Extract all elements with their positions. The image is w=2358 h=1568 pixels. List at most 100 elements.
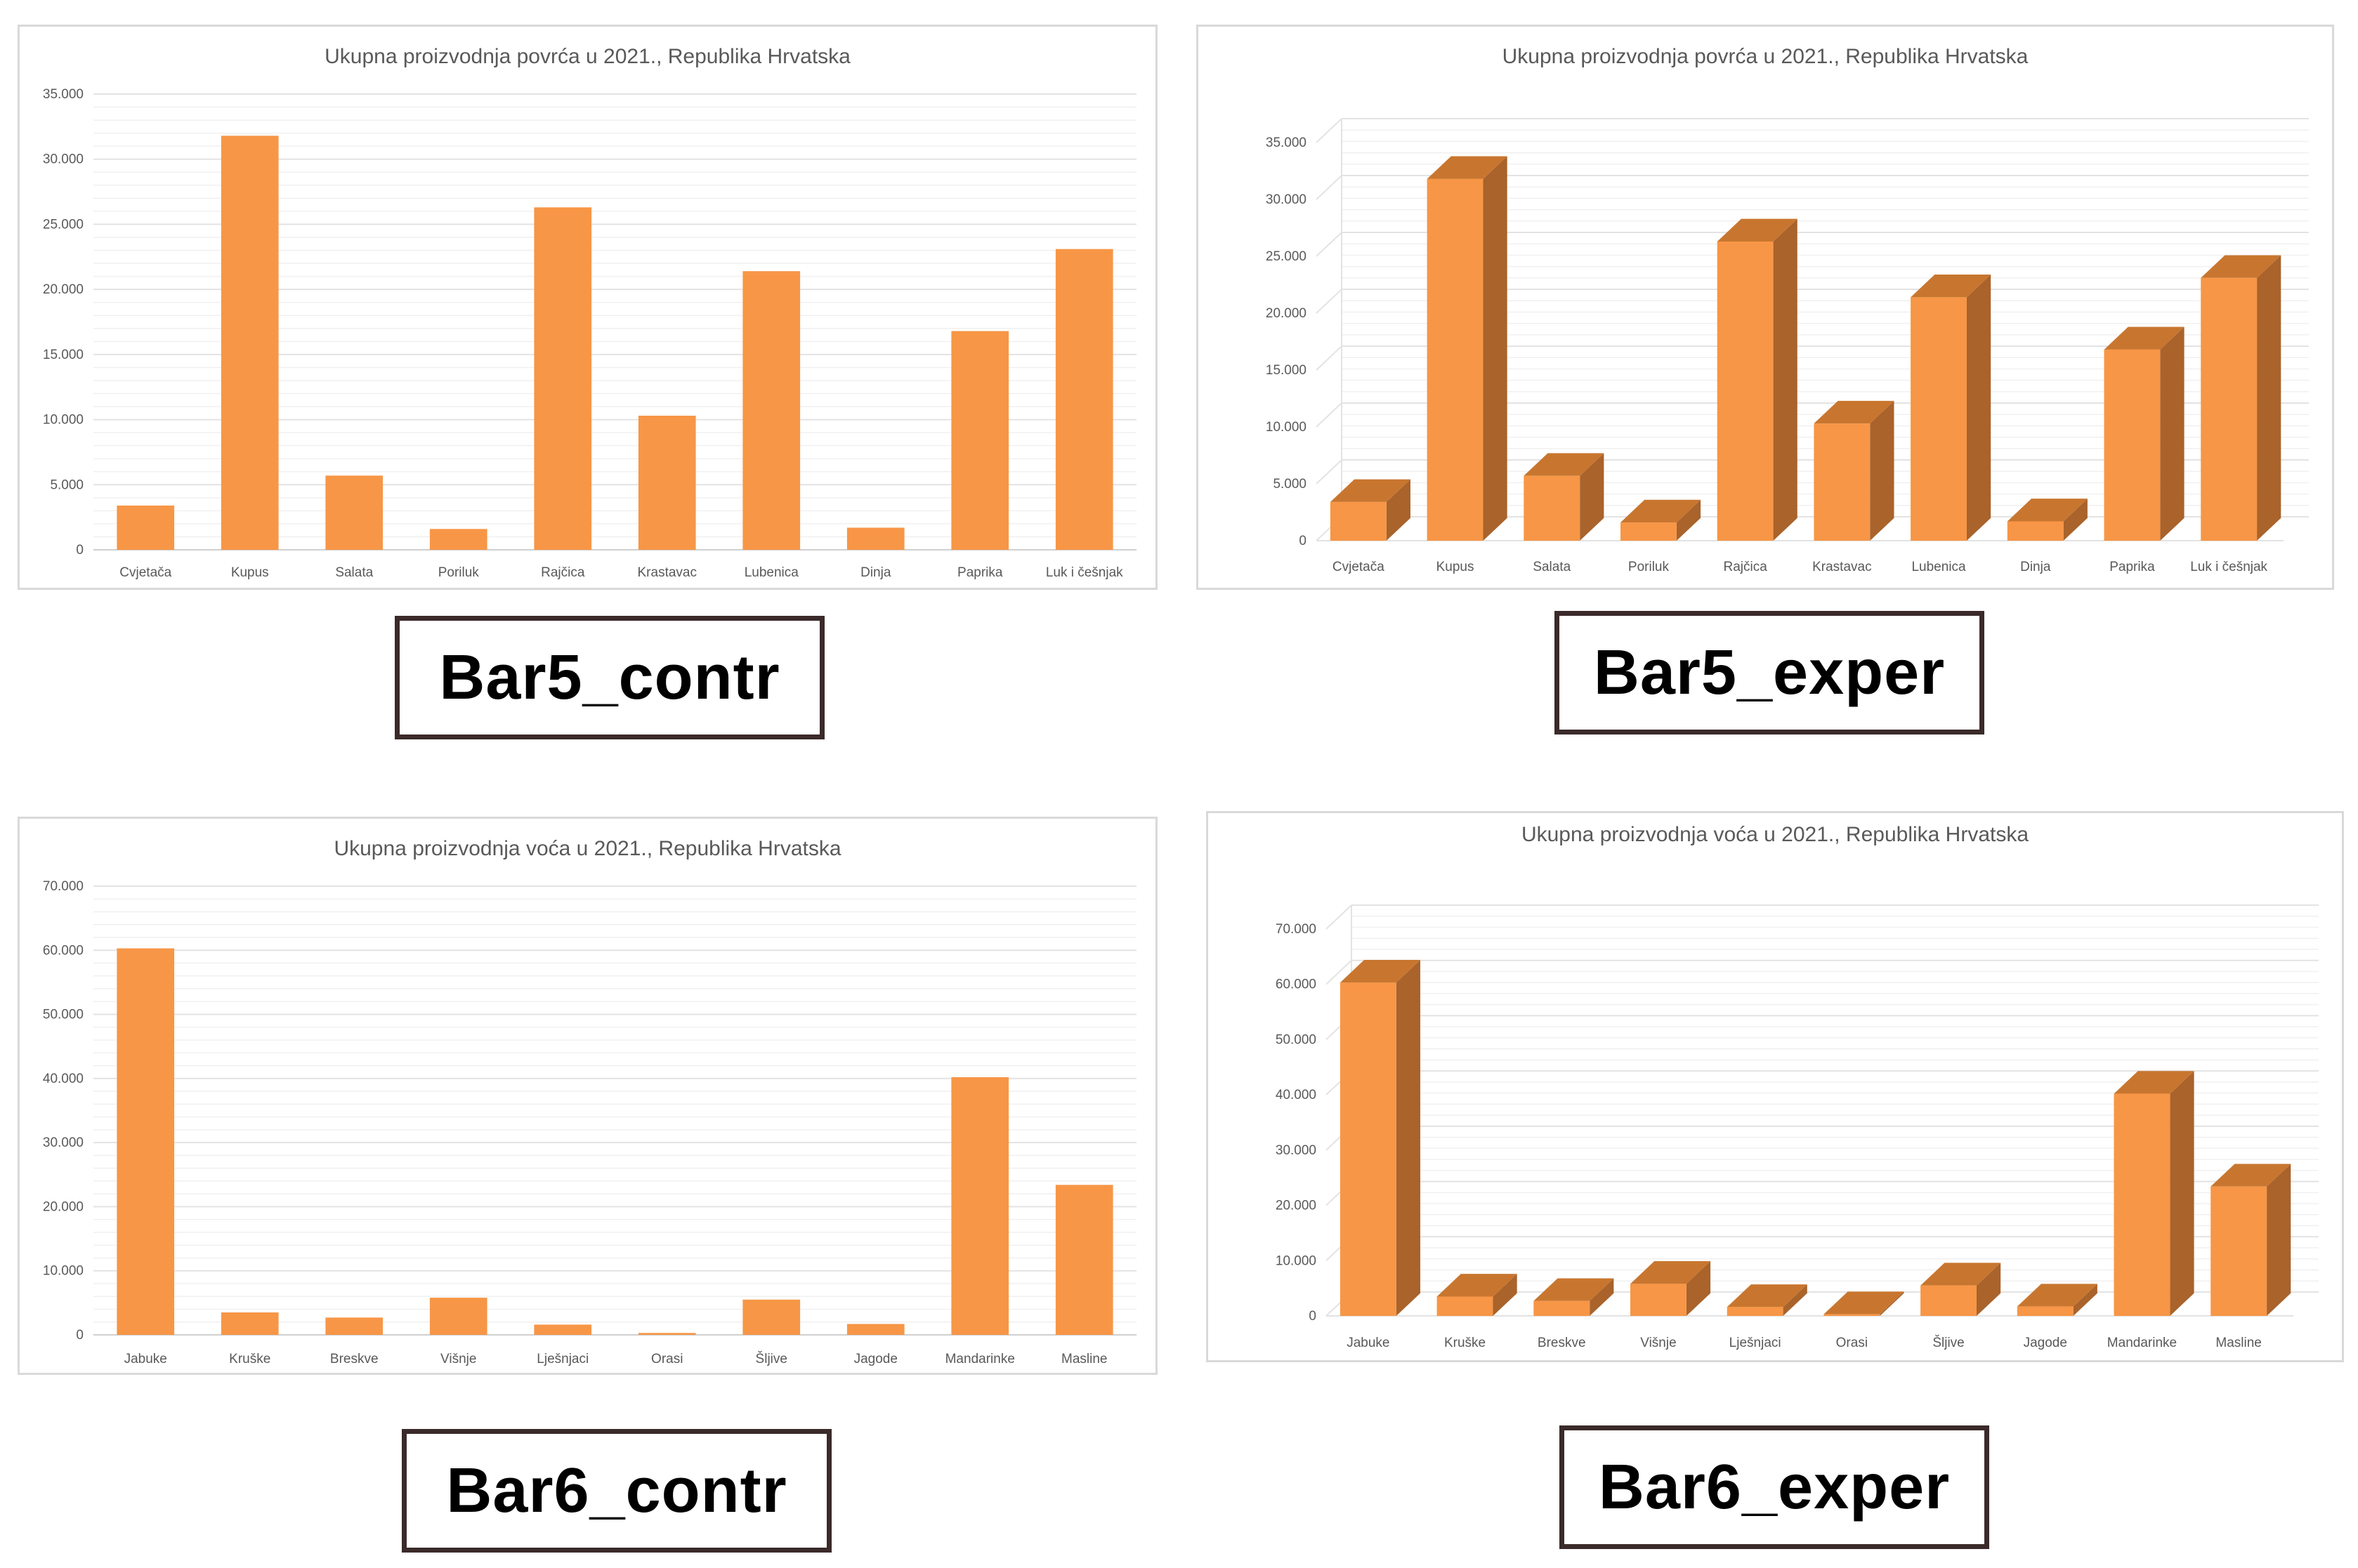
y-tick-label: 20.000	[1266, 306, 1306, 321]
bar-rect	[846, 527, 905, 550]
bar-side	[1493, 1274, 1517, 1316]
bar-rect	[117, 505, 175, 550]
bar-side	[1880, 1291, 1904, 1316]
bar-top	[2007, 499, 2088, 522]
bar	[1524, 453, 1604, 541]
bar-top	[1340, 960, 1420, 983]
bar-rect	[117, 948, 175, 1335]
bar	[221, 1312, 279, 1335]
bar-front	[2104, 349, 2161, 541]
bar	[117, 505, 175, 550]
bar	[1436, 1274, 1517, 1316]
bar	[221, 136, 279, 550]
x-category-label: Višnje	[440, 1352, 476, 1366]
y-tick-label: 10.000	[43, 413, 84, 428]
bar-front	[1620, 522, 1677, 541]
y-tick-label: 40.000	[43, 1072, 84, 1086]
bar-front	[1330, 501, 1387, 541]
bar-front	[1920, 1285, 1977, 1316]
bar	[1823, 1291, 1904, 1316]
bar	[2114, 1071, 2194, 1316]
bar-top	[1533, 1278, 1614, 1301]
y-tick-label: 30.000	[43, 152, 84, 167]
x-category-label: Orasi	[651, 1352, 683, 1366]
bar-rect	[429, 1298, 487, 1335]
bar-top	[2210, 1164, 2291, 1187]
bars	[1330, 156, 2281, 541]
y-tick-label: 35.000	[43, 87, 84, 102]
x-category-label: Luk i češnjak	[1046, 565, 1123, 580]
bar-front	[1823, 1314, 1880, 1316]
y-tick-label: 50.000	[43, 1008, 84, 1022]
bar-rect	[742, 271, 801, 550]
bar	[325, 1317, 384, 1335]
y-tick-label: 70.000	[43, 879, 84, 894]
chart-panel-bar6-exper: Ukupna proizvodnja voća u 2021., Republi…	[1206, 811, 2344, 1362]
bar-front	[1814, 423, 1871, 541]
bar-front	[2017, 1306, 2074, 1316]
bar-top	[2017, 1284, 2097, 1307]
chart-title: Ukupna proizvodnja voća u 2021., Republi…	[1521, 823, 2029, 846]
y-tick-label: 70.000	[1276, 922, 1316, 937]
gridline-side	[1316, 175, 1342, 200]
bar-top	[1920, 1263, 2001, 1286]
x-category-label: Višnje	[1640, 1336, 1676, 1350]
bar-side	[2073, 1284, 2097, 1316]
bar-side	[1590, 1278, 1614, 1316]
chart-panel-bar6-contr: Ukupna proizvodnja voća u 2021., Republi…	[18, 817, 1158, 1375]
bar-top	[1427, 156, 1507, 179]
x-category-label: Kruške	[1444, 1336, 1486, 1350]
bar-front	[1533, 1300, 1590, 1316]
gridline-side	[1325, 904, 1352, 930]
bar-side	[2160, 327, 2185, 541]
y-tick-label: 15.000	[1266, 363, 1306, 378]
bar-front	[1727, 1307, 1783, 1316]
x-category-label: Šljive	[1932, 1335, 1964, 1350]
bar-side	[1676, 499, 1701, 541]
label-bar5-contr-text: Bar5_contr	[439, 642, 780, 713]
bar	[1717, 218, 1797, 541]
bar-side	[1976, 1263, 2001, 1316]
bar-rect	[638, 416, 696, 550]
x-category-label: Salata	[1533, 560, 1571, 574]
x-category-label: Kruške	[229, 1352, 270, 1366]
bar	[951, 331, 1009, 550]
x-category-label: Salata	[335, 565, 373, 580]
y-tick-label: 60.000	[43, 943, 84, 958]
x-category-label: Lješnjaci	[537, 1352, 589, 1366]
x-category-label: Rajčica	[541, 565, 585, 580]
gridline-side	[1316, 345, 1342, 371]
chart-bar5-contr: Ukupna proizvodnja povrća u 2021., Repub…	[43, 45, 1137, 580]
chart-title: Ukupna proizvodnja voća u 2021., Republi…	[334, 837, 841, 860]
bar-top	[2114, 1071, 2194, 1094]
bar	[325, 475, 384, 550]
x-category-label: Poriluk	[1628, 560, 1670, 574]
bar	[2104, 327, 2185, 541]
label-bar6-exper: Bar6_exper	[1559, 1425, 1989, 1549]
x-category-label: Jagode	[854, 1352, 898, 1366]
bar-front	[2114, 1093, 2170, 1316]
y-tick-label: 30.000	[1276, 1143, 1316, 1158]
bar	[742, 271, 801, 550]
bar	[1911, 275, 1991, 541]
x-category-label: Jabuke	[1347, 1336, 1389, 1350]
bar-front	[1340, 982, 1396, 1316]
x-category-label: Krastavac	[1812, 560, 1871, 574]
bar-side	[1870, 400, 1894, 541]
bar	[846, 527, 905, 550]
bar	[2007, 499, 2088, 541]
bar-top	[2201, 255, 2281, 278]
x-category-label: Breskve	[1538, 1336, 1586, 1350]
bar-side	[2257, 255, 2281, 541]
bar-side	[1783, 1284, 1807, 1316]
bar-top	[1436, 1274, 1517, 1297]
y-tick-label: 0	[76, 1328, 84, 1343]
x-category-label: Lješnjaci	[1729, 1336, 1781, 1350]
x-category-label: Lubenica	[1911, 560, 1966, 574]
y-tick-label: 10.000	[43, 1264, 84, 1279]
bar-rect	[638, 1333, 696, 1335]
bar-front	[1630, 1284, 1686, 1316]
bar	[429, 529, 487, 550]
bar	[1727, 1284, 1807, 1316]
bar	[1533, 1278, 1614, 1316]
